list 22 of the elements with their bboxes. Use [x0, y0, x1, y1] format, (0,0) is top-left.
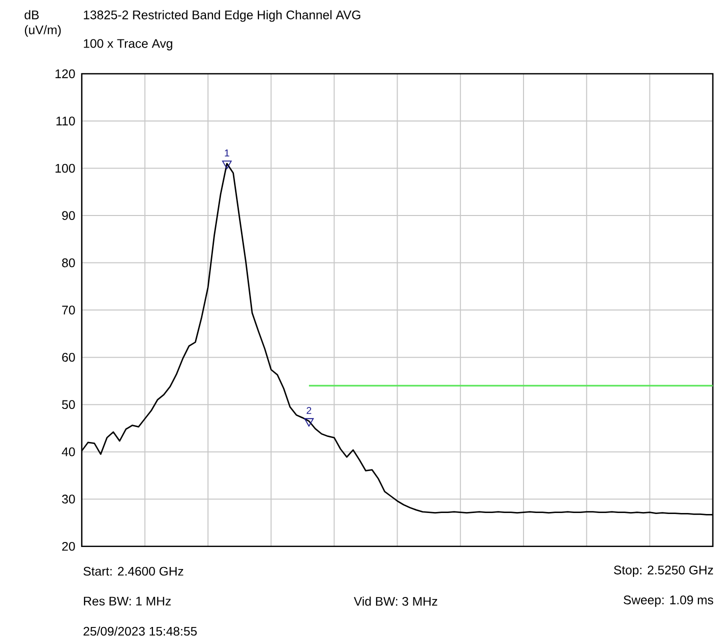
- text: 25/09/2023 15:48:55: [84, 626, 197, 636]
- chart-subtitle: 100 x Trace Avg: [84, 39, 172, 50]
- text: Sweep: 1.09 ms: [624, 596, 714, 607]
- y-tick-label: 20: [62, 542, 75, 551]
- chart-title: 13825-2 Restricted Band Edge High Channel AVG: [84, 10, 360, 22]
- series-label: 2: [306, 406, 312, 414]
- y-tick-label: 120: [56, 69, 75, 78]
- text: Stop: 2.5250 GHz: [614, 566, 714, 577]
- y-tick-label: 70: [62, 306, 75, 314]
- text: Res BW: 1 MHz: [84, 596, 171, 606]
- y-tick-label: 60: [62, 352, 75, 362]
- y-tick-label: 40: [62, 447, 75, 456]
- y-tick-label: 80: [62, 258, 75, 268]
- y-tick-label: 100: [56, 164, 75, 173]
- y-tick-label: 50: [62, 400, 75, 409]
- text: Start: 2.4600 GHz: [84, 566, 184, 576]
- text: Vid BW: 3 MHz: [354, 596, 438, 606]
- series-label: 1: [224, 149, 230, 156]
- y-tick-label: 30: [62, 494, 75, 504]
- y-tick-label: 90: [62, 211, 75, 220]
- y-tick-label: 110: [56, 116, 75, 126]
- y-axis-title: dB (uV/m): [24, 10, 61, 37]
